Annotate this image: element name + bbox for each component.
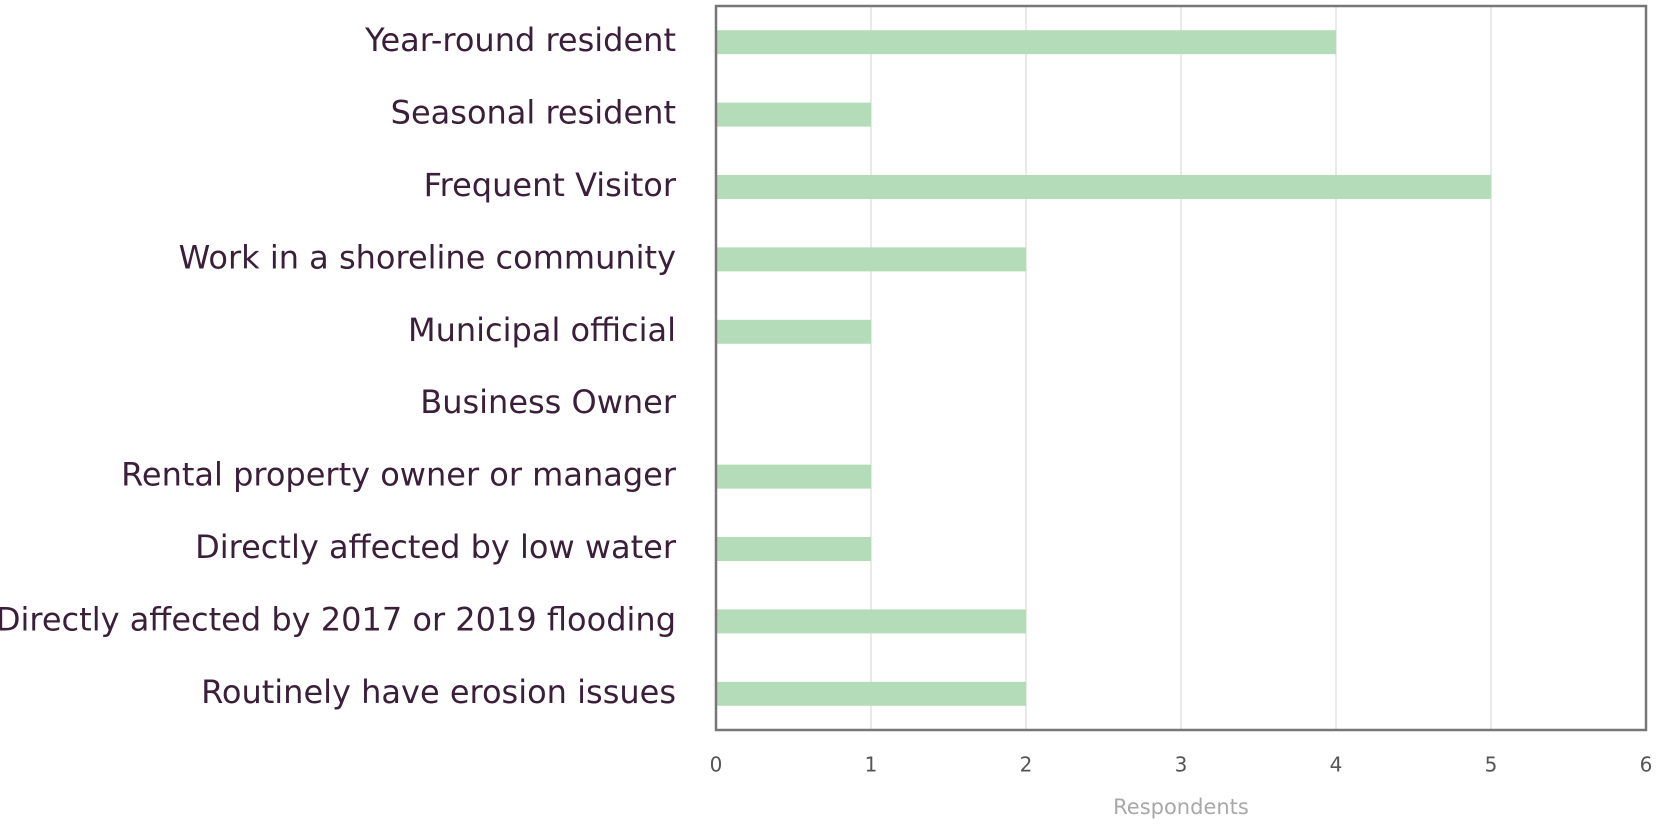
x-tick-label: 2: [1020, 753, 1033, 777]
y-tick-label: Year-round resident: [364, 21, 676, 59]
x-axis-title: Respondents: [1113, 795, 1249, 819]
x-tick-label: 3: [1175, 753, 1188, 777]
x-tick-label: 0: [710, 753, 723, 777]
bar: [716, 247, 1026, 272]
y-tick-label: Municipal official: [408, 311, 676, 349]
bar: [716, 681, 1026, 706]
plot-border: [714, 4, 1648, 732]
y-tick-label: Frequent Visitor: [424, 166, 677, 204]
y-tick-label: Work in a shoreline community: [179, 238, 676, 276]
x-tick-label: 6: [1640, 753, 1653, 777]
bar: [716, 537, 871, 561]
y-tick-label: Seasonal resident: [391, 94, 676, 132]
bar: [716, 175, 1491, 199]
bar: [716, 464, 871, 489]
x-tick-label: 5: [1485, 753, 1498, 777]
y-tick-label: Directly affected by low water: [195, 528, 677, 566]
x-tick-label: 4: [1330, 753, 1343, 777]
y-tick-label: Business Owner: [420, 383, 677, 421]
y-tick-label: Routinely have erosion issues: [201, 673, 676, 711]
bar: [716, 30, 1336, 55]
bar: [716, 319, 871, 344]
y-tick-label: Directly affected by 2017 or 2019 floodi…: [0, 600, 676, 638]
x-tick-label: 1: [865, 753, 878, 777]
bar: [716, 102, 871, 127]
y-tick-label: Rental property owner or manager: [121, 456, 677, 494]
bar: [716, 609, 1026, 634]
